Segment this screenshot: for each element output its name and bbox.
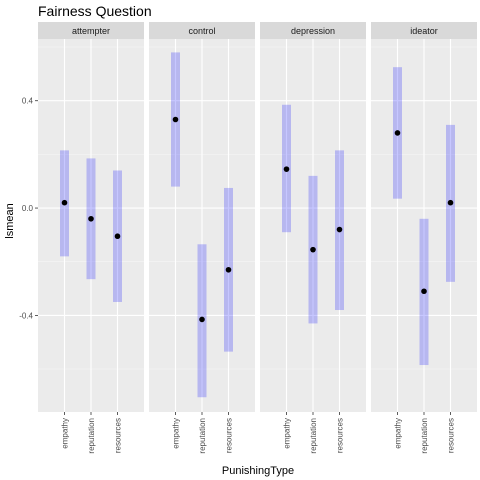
strip-background <box>371 22 477 39</box>
x-tick-label: resources <box>114 418 123 453</box>
panel-ideator: ideator empathy reputation resources <box>371 22 477 454</box>
strip-background <box>149 22 255 39</box>
chart-title: Fairness Question <box>38 3 152 19</box>
strip-background <box>38 22 144 39</box>
y-axis-label: lsmean <box>4 203 16 238</box>
panel-attempter: attempter empathy reputation resources <box>38 22 144 454</box>
mean-point <box>310 246 316 253</box>
x-tick-label: reputation <box>309 418 318 454</box>
x-tick-label: resources <box>225 418 234 453</box>
mean-point <box>394 130 401 136</box>
mean-point <box>61 199 68 206</box>
x-tick-label: empathy <box>61 418 70 449</box>
strip-label: attempter <box>72 26 110 36</box>
x-tick-label: resources <box>336 418 345 453</box>
x-tick-label: empathy <box>172 418 181 449</box>
strip-background <box>260 22 366 39</box>
x-tick-label: reputation <box>87 418 96 454</box>
mean-point <box>172 116 179 123</box>
strip-label: control <box>188 26 215 36</box>
mean-point <box>336 226 343 233</box>
mean-point <box>114 233 121 240</box>
mean-point <box>283 166 290 172</box>
y-tick-label: 0.4 <box>22 97 34 106</box>
y-tick-label: 0.0 <box>22 204 34 213</box>
y-axis: -0.4 0.0 0.4 <box>19 97 38 320</box>
x-tick-label: empathy <box>394 418 403 449</box>
mean-point <box>421 288 427 295</box>
panel-control: control empathy reputation resources <box>149 22 255 454</box>
x-tick-label: resources <box>447 418 456 453</box>
x-tick-label: empathy <box>283 418 292 449</box>
strip-label: ideator <box>410 26 438 36</box>
mean-point <box>225 266 232 273</box>
x-axis-label: PunishingType <box>222 465 294 477</box>
mean-point <box>447 199 454 206</box>
strip-label: depression <box>291 26 335 36</box>
x-tick-label: reputation <box>420 418 429 454</box>
panel-depression: depression empathy reputation resources <box>260 22 366 454</box>
mean-point <box>88 215 94 222</box>
y-tick-label: -0.4 <box>19 311 33 320</box>
mean-point <box>199 316 205 323</box>
x-tick-label: reputation <box>198 418 207 454</box>
